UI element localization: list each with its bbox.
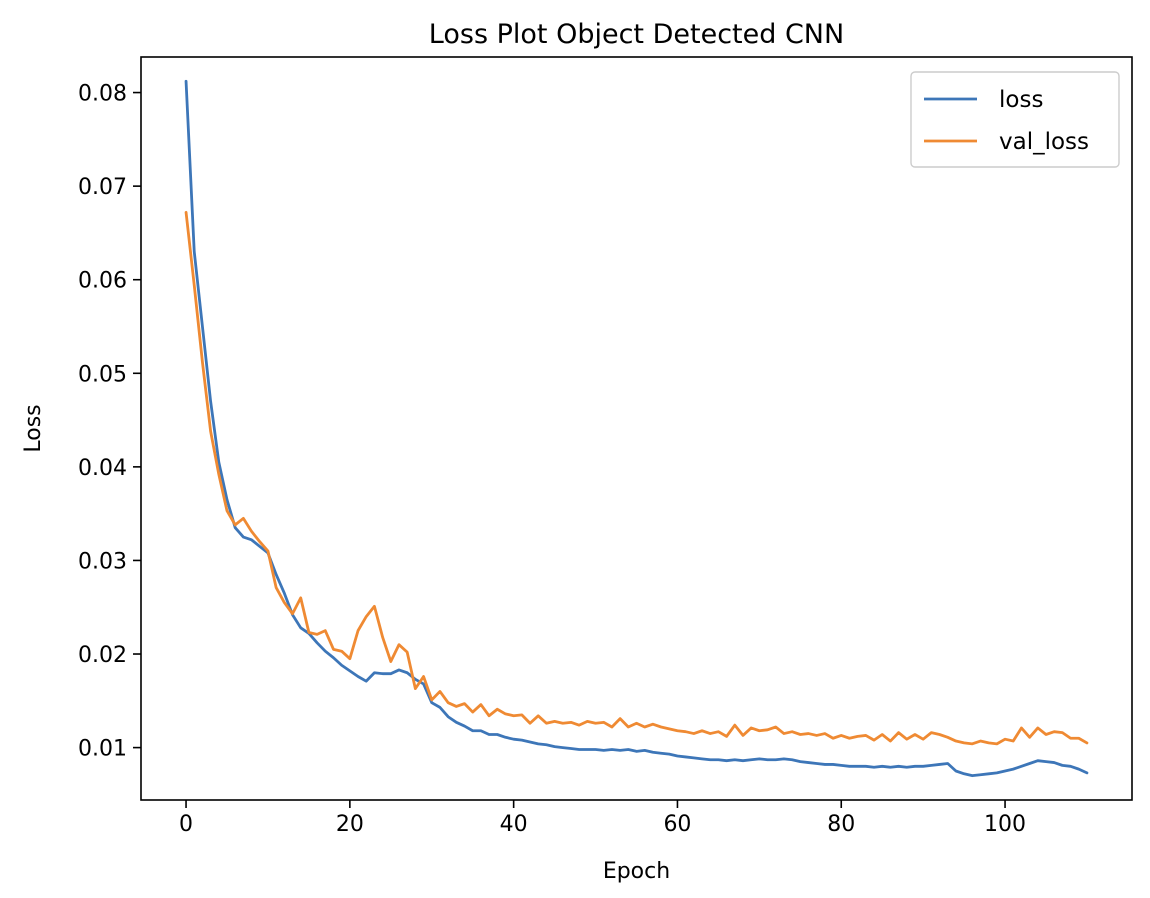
x-axis: 0 20 40 60 80 100 [179, 800, 1026, 837]
y-tick-label: 0.08 [78, 82, 127, 107]
y-tick-label: 0.03 [78, 549, 127, 574]
x-tick-label: 0 [179, 812, 193, 837]
y-tick-label: 0.05 [78, 362, 127, 387]
x-tick-label: 40 [500, 812, 528, 837]
legend-label: loss [999, 87, 1043, 113]
y-axis-label: Loss [21, 404, 46, 452]
y-tick-label: 0.01 [78, 737, 127, 762]
x-axis-label: Epoch [603, 859, 670, 884]
plot-area [184, 79, 1089, 778]
y-tick-label: 0.04 [78, 456, 127, 481]
legend: loss val_loss [910, 71, 1120, 168]
y-tick-label: 0.02 [78, 643, 127, 668]
x-tick-label: 100 [984, 812, 1026, 837]
legend-box [910, 71, 1120, 168]
x-tick-label: 80 [827, 812, 855, 837]
chart-title: Loss Plot Object Detected CNN [429, 19, 844, 50]
series-line-loss [184, 79, 1089, 778]
axes-frame [140, 56, 1133, 801]
y-axis: 0.01 0.02 0.03 0.04 0.05 0.06 0.07 0.08 [78, 82, 141, 762]
x-tick-label: 20 [336, 812, 364, 837]
y-tick-label: 0.06 [78, 269, 127, 294]
x-tick-label: 60 [663, 812, 691, 837]
y-tick-label: 0.07 [78, 175, 127, 200]
series-line-val-loss [184, 210, 1089, 746]
legend-label: val_loss [999, 129, 1089, 155]
